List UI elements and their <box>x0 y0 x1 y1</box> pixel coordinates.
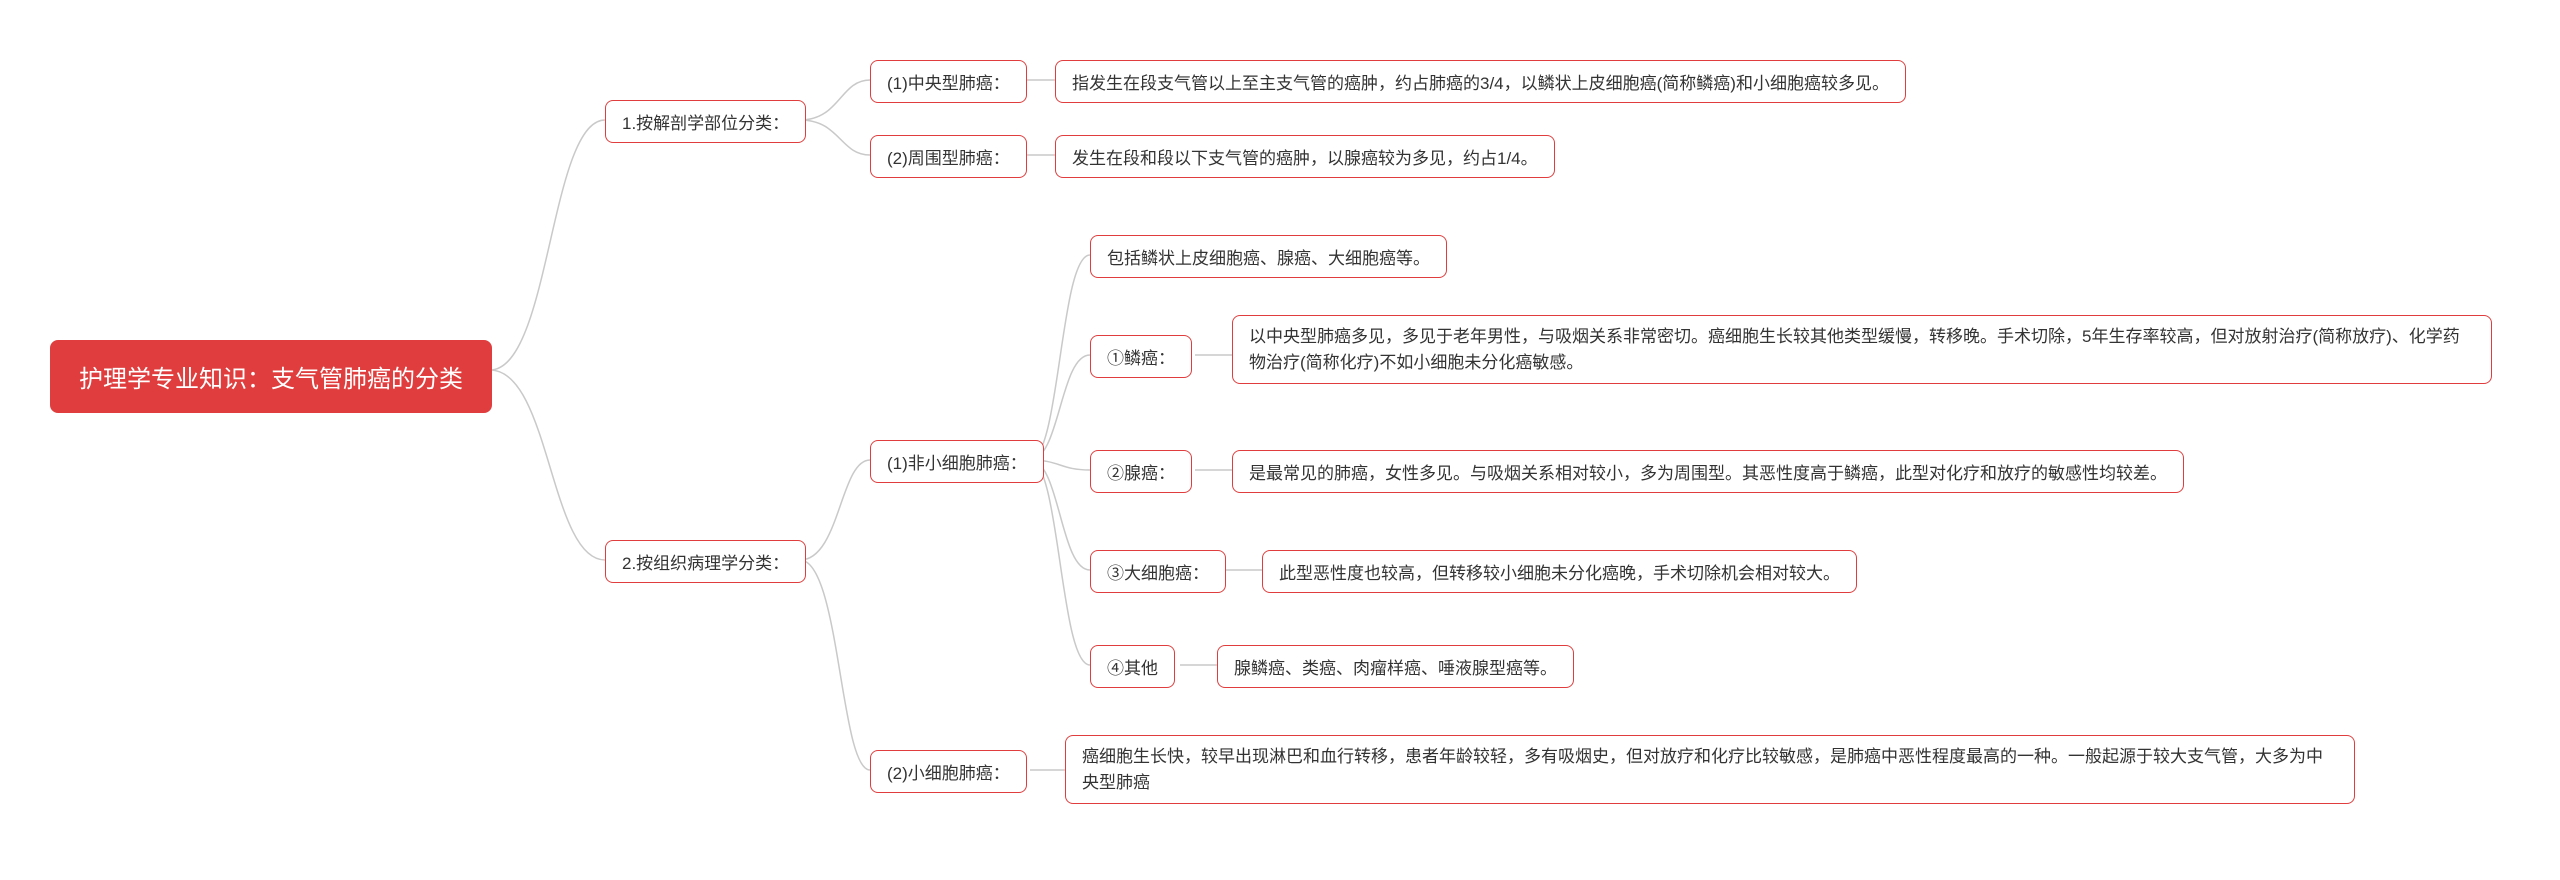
node-sclc-label: (2)小细胞肺癌： <box>887 759 1010 784</box>
node-adeno-desc-text: 是最常见的肺癌，女性多见。与吸烟关系相对较小，多为周围型。其恶性度高于鳞癌，此型… <box>1249 459 2167 484</box>
node-sclc-desc-text: 癌细胞生长快，较早出现淋巴和血行转移，患者年龄较轻，多有吸烟史，但对放疗和化疗比… <box>1082 744 2338 795</box>
node-squamous-label: ①鳞癌： <box>1107 344 1175 369</box>
node-adeno: ②腺癌： <box>1090 450 1192 493</box>
node-central-desc: 指发生在段支气管以上至主支气管的癌肿，约占肺癌的3/4，以鳞状上皮细胞癌(简称鳞… <box>1055 60 1906 103</box>
node-nsclc: (1)非小细胞肺癌： <box>870 440 1044 483</box>
node-sclc-desc: 癌细胞生长快，较早出现淋巴和血行转移，患者年龄较轻，多有吸烟史，但对放疗和化疗比… <box>1065 735 2355 804</box>
node-large-desc: 此型恶性度也较高，但转移较小细胞未分化癌晚，手术切除机会相对较大。 <box>1262 550 1857 593</box>
node-adeno-label: ②腺癌： <box>1107 459 1175 484</box>
node-peripheral-desc-text: 发生在段和段以下支气管的癌肿，以腺癌较为多见，约占1/4。 <box>1072 144 1538 169</box>
node-other-desc: 腺鳞癌、类癌、肉瘤样癌、唾液腺型癌等。 <box>1217 645 1574 688</box>
node-other: ④其他 <box>1090 645 1175 688</box>
node-peripheral: (2)周围型肺癌： <box>870 135 1027 178</box>
node-nsclc-intro-text: 包括鳞状上皮细胞癌、腺癌、大细胞癌等。 <box>1107 244 1430 269</box>
node-other-label: ④其他 <box>1107 654 1158 679</box>
root-node: 护理学专业知识：支气管肺癌的分类 <box>50 340 492 413</box>
node-central-label: (1)中央型肺癌： <box>887 69 1010 94</box>
node-large-label: ③大细胞癌： <box>1107 559 1209 584</box>
node-nsclc-intro: 包括鳞状上皮细胞癌、腺癌、大细胞癌等。 <box>1090 235 1447 278</box>
node-sclc: (2)小细胞肺癌： <box>870 750 1027 793</box>
root-label: 护理学专业知识：支气管肺癌的分类 <box>79 359 463 394</box>
node-squamous-desc: 以中央型肺癌多见，多见于老年男性，与吸烟关系非常密切。癌细胞生长较其他类型缓慢，… <box>1232 315 2492 384</box>
node-large-desc-text: 此型恶性度也较高，但转移较小细胞未分化癌晚，手术切除机会相对较大。 <box>1279 559 1840 584</box>
node-central: (1)中央型肺癌： <box>870 60 1027 103</box>
node-peripheral-desc: 发生在段和段以下支气管的癌肿，以腺癌较为多见，约占1/4。 <box>1055 135 1555 178</box>
node-central-desc-text: 指发生在段支气管以上至主支气管的癌肿，约占肺癌的3/4，以鳞状上皮细胞癌(简称鳞… <box>1072 69 1889 94</box>
node-other-desc-text: 腺鳞癌、类癌、肉瘤样癌、唾液腺型癌等。 <box>1234 654 1557 679</box>
node-adeno-desc: 是最常见的肺癌，女性多见。与吸烟关系相对较小，多为周围型。其恶性度高于鳞癌，此型… <box>1232 450 2184 493</box>
branch-histology: 2.按组织病理学分类： <box>605 540 806 583</box>
node-nsclc-label: (1)非小细胞肺癌： <box>887 449 1027 474</box>
branch-anatomy-label: 1.按解剖学部位分类： <box>622 109 789 134</box>
node-peripheral-label: (2)周围型肺癌： <box>887 144 1010 169</box>
branch-anatomy: 1.按解剖学部位分类： <box>605 100 806 143</box>
branch-histology-label: 2.按组织病理学分类： <box>622 549 789 574</box>
node-squamous: ①鳞癌： <box>1090 335 1192 378</box>
node-squamous-desc-text: 以中央型肺癌多见，多见于老年男性，与吸烟关系非常密切。癌细胞生长较其他类型缓慢，… <box>1249 324 2475 375</box>
node-large: ③大细胞癌： <box>1090 550 1226 593</box>
